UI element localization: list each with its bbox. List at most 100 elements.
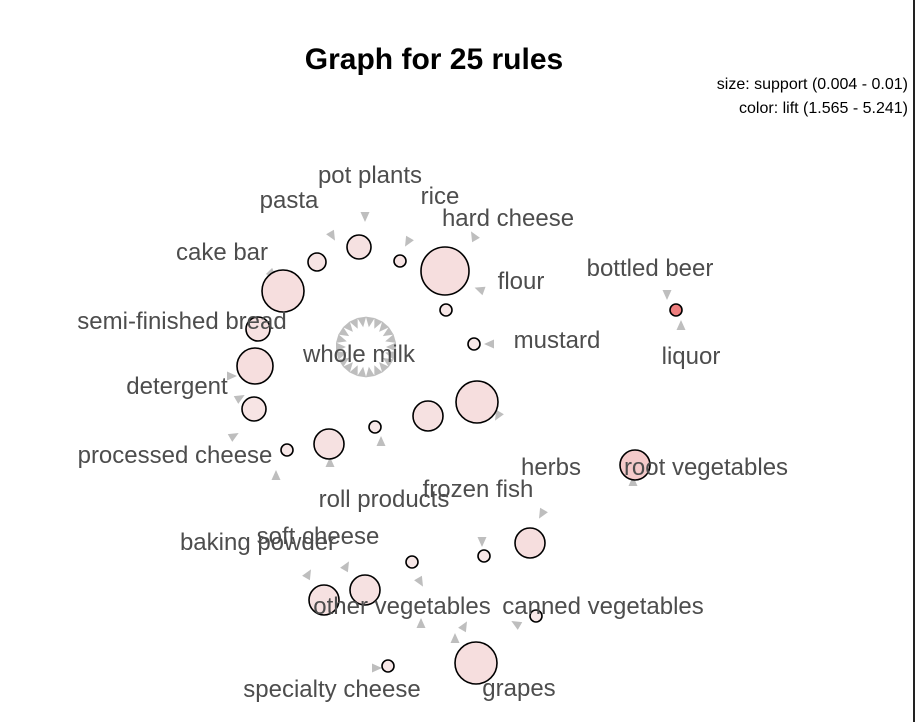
rule-node-22 [308,584,340,616]
edge-arrow-x-25 [628,476,638,486]
item-label-herbs: herbs [521,454,581,481]
rule-node-23 [529,609,543,623]
edge-arrow-hub-18 [374,317,383,329]
item-label-flour: flour [498,268,545,295]
edge-arrow-x-17 [302,569,311,581]
edge-arrow-x-18 [340,561,349,573]
edge-arrow-x-10 [233,395,245,404]
edge-arrow-hub-10 [335,351,347,360]
edge-arrow-x-9 [227,371,237,381]
rule-node-9 [467,337,481,351]
edge-arrow-x-19 [414,575,423,587]
item-label-canned-vegetables: canned vegetables [502,593,704,620]
edge-arrow-hub-11 [336,342,346,352]
rule-node-20 [405,555,419,569]
edge-arrow-hub-5 [365,366,375,378]
rule-node-11 [241,396,267,422]
rule-node-14 [368,420,382,434]
rule-node-12 [455,380,499,424]
rule-node-24 [381,659,395,673]
edge-arrow-hub-19 [379,321,390,332]
edge-arrow-x-8 [484,339,494,349]
rule-node-21 [349,574,381,606]
legend-size: size: support (0.004 - 0.01) [717,76,908,93]
rule-node-8 [245,316,271,342]
edge-arrow-x-13 [376,436,386,446]
rule-node-13 [412,400,444,432]
edge-arrow-hub-21 [385,334,397,343]
legend-color: color: lift (1.565 - 5.241) [739,100,908,117]
edge-arrow-x-26 [227,433,239,442]
edge-arrow-x-22 [450,633,460,643]
edge-layer [227,212,686,673]
edge-arrow-x-6 [662,290,672,300]
edge-arrow-x-15 [539,507,548,519]
item-label-frozen-fish: frozen fish [423,476,534,503]
edge-arrow-x-21 [458,621,467,633]
rule-node-2 [393,254,407,268]
rule-node-3 [307,252,327,272]
edge-arrow-hub-12 [335,334,347,343]
rule-node-25 [454,641,498,685]
rule-node-18 [514,527,546,559]
edge-arrow-x-11 [271,470,281,480]
rule-node-5 [261,269,305,313]
rule-node-1 [346,234,372,260]
item-label-liquor: liquor [662,343,721,370]
item-label-bottled-beer: bottled beer [587,255,714,282]
item-label-cake-bar: cake bar [176,239,268,266]
edge-arrow-hub-7 [349,365,358,377]
item-label-mustard: mustard [514,327,601,354]
rule-node-17 [619,449,651,481]
edge-arrow-x-20 [416,618,426,628]
edge-arrow-hub-4 [374,365,383,377]
edge-arrow-hub-20 [382,326,394,337]
edge-arrow-x-7 [676,320,686,330]
edge-arrow-x-3 [326,229,335,241]
item-label-semi-finished-bread: semi-finished bread [77,308,286,335]
item-label-processed-cheese: processed cheese [78,442,273,469]
item-label-rice: rice [421,183,460,210]
edge-arrow-x-5 [474,286,486,296]
item-label-root-vegetables: root vegetables [624,454,788,481]
edge-arrow-hub-14 [342,321,353,332]
edge-arrow-hub-17 [365,316,375,328]
item-label-baking-powder: baking powder [180,529,336,556]
edge-arrow-hub-13 [338,326,350,337]
rule-node-6 [439,303,453,317]
edge-arrow-hub-1 [385,351,397,360]
item-label-roll-products: roll products [319,486,450,513]
edge-arrow-hub-0 [386,342,396,352]
edge-arrow-hub-6 [357,366,367,378]
edge-arrow-x-1 [405,235,414,247]
rule-node-19 [477,549,491,563]
rule-node-15 [280,443,294,457]
item-label-detergent: detergent [126,373,228,400]
item-label-specialty-cheese: specialty cheese [243,676,420,703]
item-label-hard-cheese: hard cheese [442,205,574,232]
edge-arrow-x-16 [477,537,487,547]
edge-arrow-x-14 [495,409,504,421]
rule-node-10 [236,347,274,385]
rule-node-7 [669,303,683,317]
node-layer [236,234,683,685]
item-label-pasta: pasta [260,187,319,214]
edge-arrow-hub-9 [338,357,350,368]
edge-arrow-hub-15 [349,317,358,329]
edge-arrow-hub-16 [357,316,367,328]
edge-arrow-hub-3 [379,362,390,373]
edge-arrow-hub-2 [382,357,394,368]
edge-arrow-x-0 [360,212,370,222]
item-label-pot-plants: pot plants [318,162,422,189]
item-label-soft-cheese: soft cheese [257,523,380,550]
edge-arrow-x-23 [511,621,523,630]
edge-arrow-x-2 [471,231,480,243]
item-label-other-vegetables: other vegetables [313,593,490,620]
edge-arrow-x-24 [372,663,382,673]
rule-node-4 [420,246,470,296]
edge-arrow-x-12 [325,457,335,467]
item-label-whole-milk: whole milk [302,341,416,368]
rule-node-16 [313,428,345,460]
